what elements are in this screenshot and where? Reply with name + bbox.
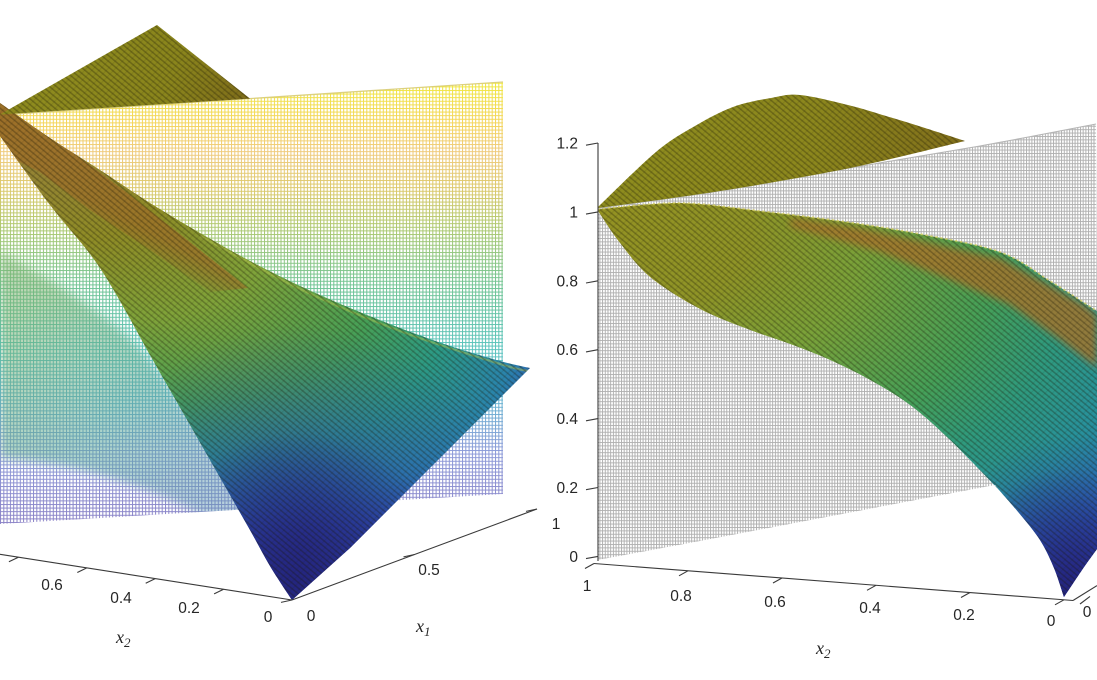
svg-text:0.2: 0.2 (953, 607, 975, 624)
svg-text:0.4: 0.4 (110, 590, 132, 607)
svg-text:0.6: 0.6 (764, 594, 786, 611)
svg-text:1: 1 (569, 204, 578, 221)
svg-text:0.4: 0.4 (556, 411, 578, 428)
svg-text:0.8: 0.8 (556, 273, 578, 290)
svg-text:0: 0 (307, 608, 316, 625)
svg-text:0.2: 0.2 (178, 600, 200, 617)
svg-text:0: 0 (1083, 604, 1092, 621)
svg-text:0.6: 0.6 (556, 342, 578, 359)
svg-text:1.2: 1.2 (556, 136, 578, 153)
svg-text:0: 0 (264, 609, 273, 626)
svg-text:0: 0 (1047, 613, 1056, 630)
svg-text:1: 1 (583, 578, 592, 595)
svg-text:0.8: 0.8 (670, 588, 692, 605)
svg-text:0.6: 0.6 (41, 577, 63, 594)
svg-text:0.5: 0.5 (418, 562, 440, 579)
svg-text:0.2: 0.2 (556, 480, 578, 497)
svg-text:0: 0 (569, 549, 578, 566)
svg-text:0.4: 0.4 (859, 600, 881, 617)
svg-text:1: 1 (552, 516, 561, 533)
